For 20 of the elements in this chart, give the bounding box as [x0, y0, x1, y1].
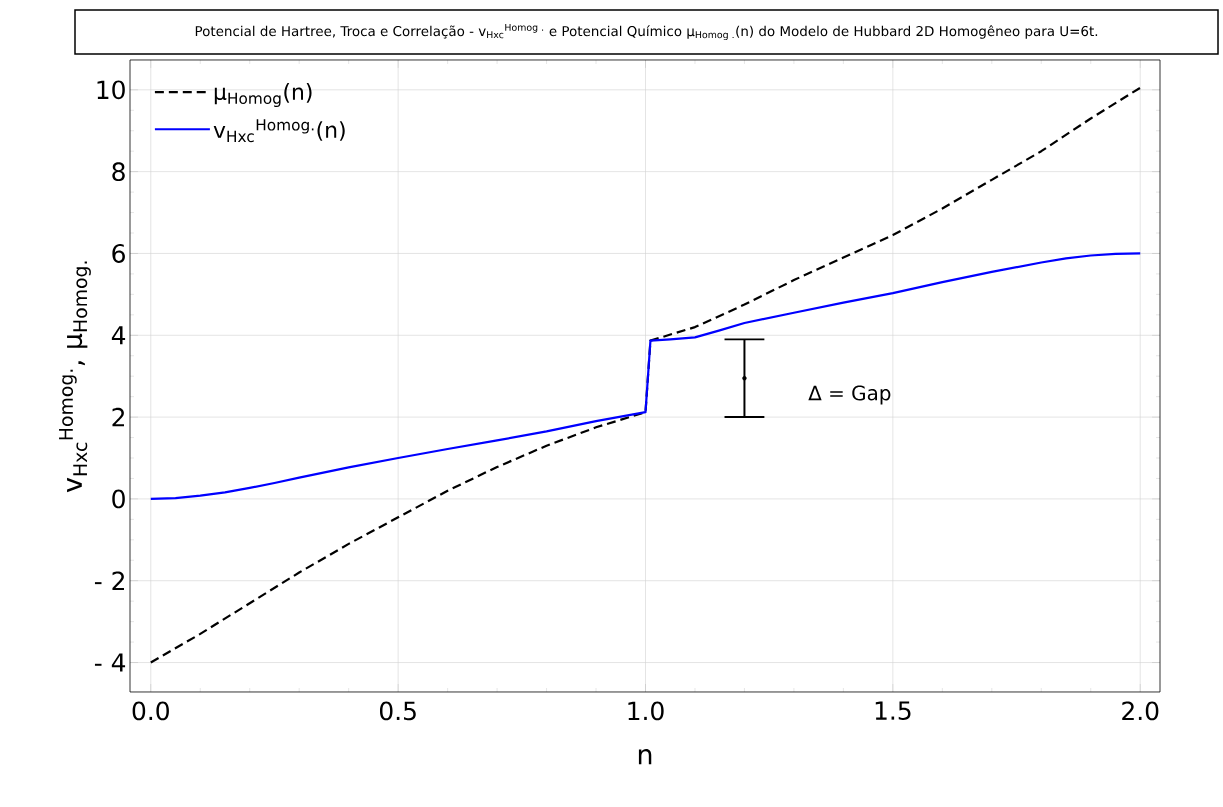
- y-tick-label: - 2: [94, 571, 124, 590]
- y-tick-label: - 4: [94, 653, 126, 672]
- x-tick-label: 2.0: [1122, 701, 1159, 721]
- chart-title: Potencial de Hartree, Troca e Correlação - v$_{Hxc}$$^{Homog .}$ e Potencial Químico μ$_{Homog .}$(n) do Modelo de Hubbard 2D Homogêneo para U=6t.: [195, 23, 1098, 41]
- x-tick-label: 0.5: [379, 701, 416, 721]
- x-tick-label: 1.0: [628, 701, 664, 721]
- legend-label: v$_{Hxc}$$^{Homog.}$(n): [213, 119, 345, 143]
- y-tick-label: 6: [112, 244, 125, 263]
- y-axis-title: v$_{Hxc}$$^{Homog.}$, μ$_{Homog.}$: [59, 261, 91, 493]
- legend-label: μ$_{Homog}$(n): [214, 83, 312, 108]
- x-tick-label: 0.0: [132, 701, 169, 721]
- y-tick-label: 10: [97, 80, 125, 100]
- y-tick-label: 8: [112, 162, 125, 182]
- x-tick-label: 1.5: [875, 701, 911, 720]
- line-series: [149, 252, 1142, 501]
- annotation: Δ = Gap: [808, 385, 891, 405]
- y-tick-label: 2: [112, 407, 124, 427]
- y-tick-label: 4: [111, 326, 126, 345]
- y-tick-label: 0: [112, 489, 125, 509]
- x-axis-title: n: [638, 749, 652, 765]
